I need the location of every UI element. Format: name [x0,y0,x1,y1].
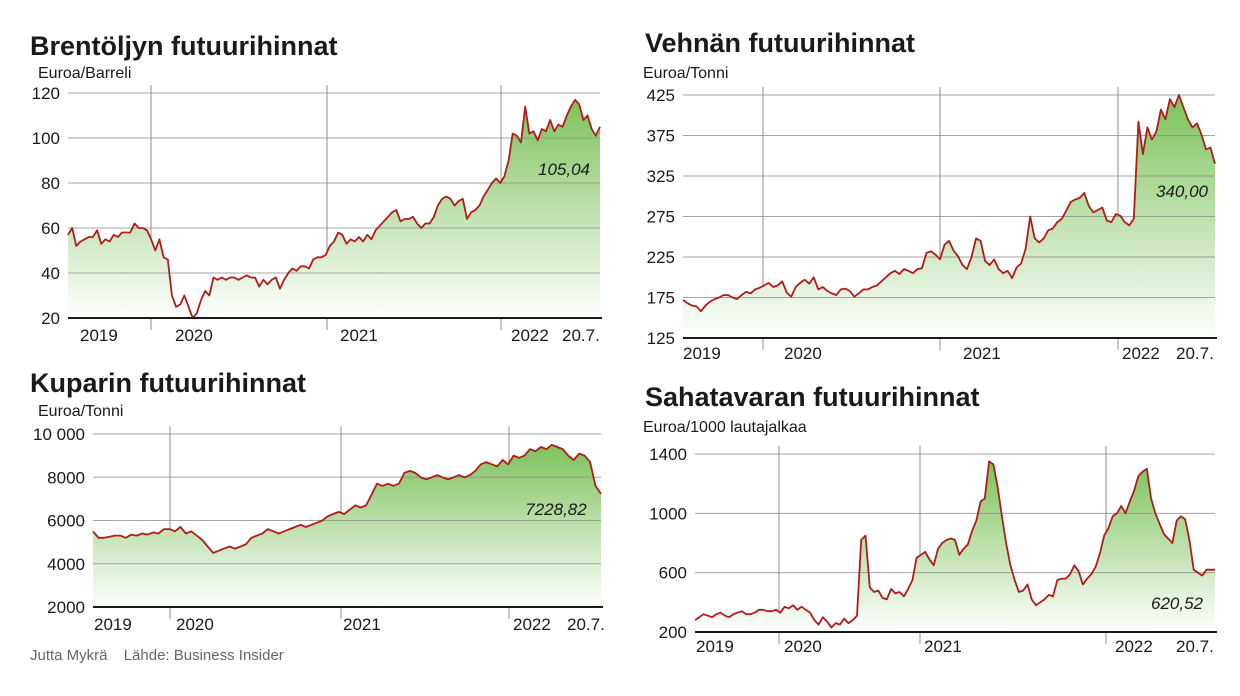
x-tick-label: 2022 [1122,344,1160,363]
y-tick-label: 175 [647,289,675,308]
x-tick-label: 2020 [784,637,822,656]
credits: Jutta Mykrä Lähde: Business Insider [30,647,296,664]
x-tick-label: 2019 [94,615,132,634]
x-tick-label: 2019 [683,344,721,363]
last-value-label: 105,04 [538,160,590,179]
y-tick-label: 8000 [47,468,85,487]
series-area [93,444,601,607]
series-line [682,94,1216,313]
x-tick-label: 2021 [340,326,378,345]
x-tick-label: 2021 [343,615,381,634]
y-tick-label: 60 [41,219,60,238]
last-value-label: 7228,82 [525,500,587,519]
x-tick-label: 20.7. [562,326,600,345]
x-tick-label: 2019 [80,326,118,345]
y-tick-label: 6000 [47,512,85,531]
y-tick-label: 375 [647,127,675,146]
author-credit: Jutta Mykrä [30,647,108,664]
chart-panel: Sahatavaran futuurihinnat Euroa/1000 laut… [643,382,1217,656]
y-tick-label: 20 [41,309,60,328]
y-tick-label: 275 [647,208,675,227]
x-tick-label: 2021 [963,344,1001,363]
y-tick-label: 1000 [649,504,687,523]
series-area [683,95,1215,338]
series-area [695,461,1215,632]
chart-title: Kuparin futuurihinnat [30,368,306,398]
x-tick-label: 2022 [1115,637,1153,656]
x-tick-label: 2022 [511,326,549,345]
y-tick-label: 40 [41,264,60,283]
y-tick-label: 225 [647,248,675,267]
source-credit: Lähde: Business Insider [123,647,284,664]
x-tick-label: 20.7. [1176,637,1214,656]
last-value-label: 340,00 [1156,182,1209,201]
y-tick-label: 425 [647,86,675,105]
y-axis-unit-label: Euroa/Tonni [38,403,123,420]
y-tick-label: 4000 [47,555,85,574]
y-tick-label: 120 [32,84,60,103]
series-area [68,99,600,318]
last-value-label: 620,52 [1151,594,1204,613]
y-tick-label: 10 000 [33,425,85,444]
y-tick-label: 100 [32,129,60,148]
chart-panel: Vehnän futuurihinnat Euroa/Tonni 125 175 225… [643,28,1217,363]
y-tick-label: 1400 [649,445,687,464]
x-tick-label: 20.7. [1176,344,1214,363]
chart-title: Sahatavaran futuurihinnat [645,382,980,412]
x-tick-label: 20.7. [567,615,605,634]
chart-title: Brentöljyn futuurihinnat [30,31,337,61]
x-tick-label: 2021 [924,637,962,656]
series-line [92,443,602,554]
chart-title: Vehnän futuurihinnat [645,28,915,58]
chart-panel: Kuparin futuurihinnat Euroa/Tonni 2000 4000… [30,368,605,634]
x-tick-label: 2020 [175,326,213,345]
x-tick-label: 2020 [176,615,214,634]
x-tick-label: 2020 [784,344,822,363]
y-tick-label: 600 [659,564,687,583]
y-tick-label: 125 [647,329,675,348]
y-tick-label: 80 [41,174,60,193]
y-axis-unit-label: Euroa/Barreli [38,65,131,82]
y-tick-label: 200 [659,623,687,642]
y-tick-label: 325 [647,167,675,186]
y-axis-unit-label: Euroa/1000 lautajalkaa [643,419,807,436]
chart-panel: Brentöljyn futuurihinnat Euroa/Barreli 20 4… [30,31,602,345]
y-tick-label: 2000 [47,598,85,617]
x-tick-label: 2022 [513,615,551,634]
x-tick-label: 2019 [696,637,734,656]
y-axis-unit-label: Euroa/Tonni [643,65,728,82]
series-line [694,460,1215,629]
series-line [67,98,601,319]
